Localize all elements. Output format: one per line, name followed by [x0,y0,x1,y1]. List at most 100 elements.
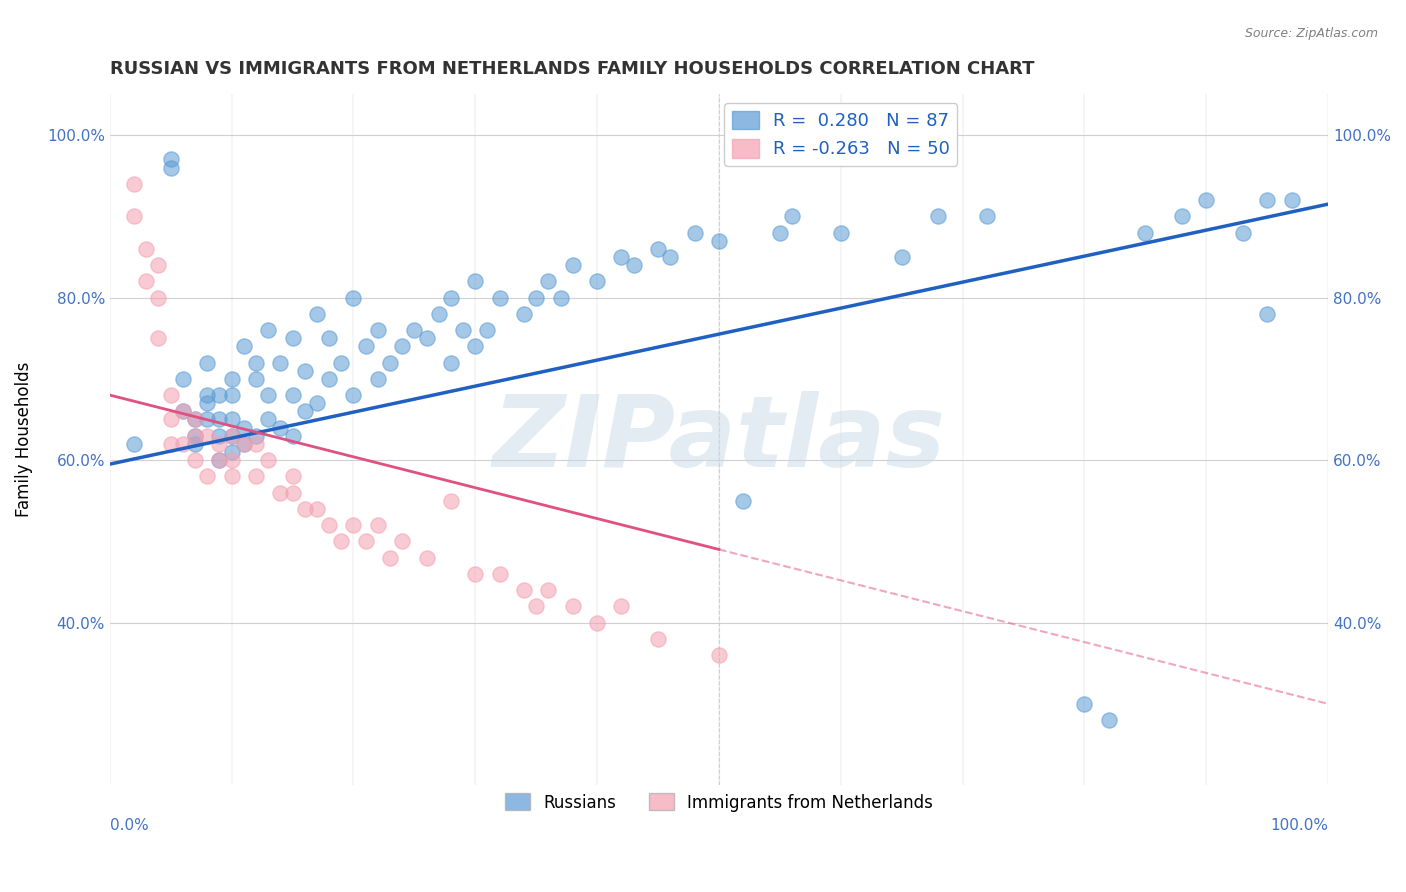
Point [354,534,377,549]
Point [195,412,218,426]
Point [232,420,254,434]
Point [159,161,181,175]
Point [159,412,181,426]
Point [269,485,291,500]
Point [488,566,510,581]
Point [245,437,267,451]
Point [184,428,207,442]
Point [415,331,437,345]
Point [733,493,755,508]
Point [257,388,280,402]
Point [305,307,328,321]
Point [122,437,145,451]
Point [221,453,243,467]
Point [342,388,364,402]
Point [367,518,389,533]
Point [890,250,912,264]
Point [245,428,267,442]
Point [208,437,231,451]
Point [232,339,254,353]
Point [330,355,353,369]
Point [404,323,426,337]
Point [367,372,389,386]
Point [683,226,706,240]
Point [221,372,243,386]
Point [184,428,207,442]
Text: ZIPatlas: ZIPatlas [492,392,945,488]
Point [232,437,254,451]
Point [294,404,316,418]
Point [221,412,243,426]
Point [172,404,194,418]
Point [707,648,730,662]
Point [451,323,474,337]
Point [172,404,194,418]
Point [427,307,450,321]
Point [281,469,304,483]
Point [464,566,486,581]
Point [195,355,218,369]
Point [148,331,170,345]
Point [488,291,510,305]
Point [561,599,583,614]
Point [647,632,669,646]
Point [318,331,340,345]
Point [195,396,218,410]
Point [1098,713,1121,727]
Point [221,428,243,442]
Point [245,469,267,483]
Point [586,274,609,288]
Point [159,437,181,451]
Text: 0.0%: 0.0% [110,818,149,832]
Point [305,396,328,410]
Point [245,355,267,369]
Point [208,428,231,442]
Point [281,485,304,500]
Point [464,274,486,288]
Point [221,388,243,402]
Point [1195,193,1218,207]
Point [148,258,170,272]
Point [305,501,328,516]
Point [330,534,353,549]
Point [281,331,304,345]
Point [208,453,231,467]
Point [135,242,157,256]
Point [318,372,340,386]
Point [1256,307,1278,321]
Point [1135,226,1157,240]
Point [184,412,207,426]
Point [281,428,304,442]
Point [586,615,609,630]
Point [269,420,291,434]
Point [135,274,157,288]
Point [257,453,280,467]
Point [524,599,547,614]
Point [221,445,243,459]
Point [769,226,792,240]
Point [269,355,291,369]
Point [610,250,633,264]
Point [378,550,401,565]
Point [647,242,669,256]
Point [122,210,145,224]
Point [148,291,170,305]
Point [1232,226,1254,240]
Point [976,210,998,224]
Point [415,550,437,565]
Point [184,412,207,426]
Point [122,177,145,191]
Point [367,323,389,337]
Point [537,274,560,288]
Point [208,388,231,402]
Point [294,501,316,516]
Point [159,388,181,402]
Point [440,355,463,369]
Point [440,493,463,508]
Point [659,250,682,264]
Legend: Russians, Immigrants from Netherlands: Russians, Immigrants from Netherlands [498,787,941,818]
Point [184,437,207,451]
Point [172,437,194,451]
Point [221,428,243,442]
Point [623,258,645,272]
